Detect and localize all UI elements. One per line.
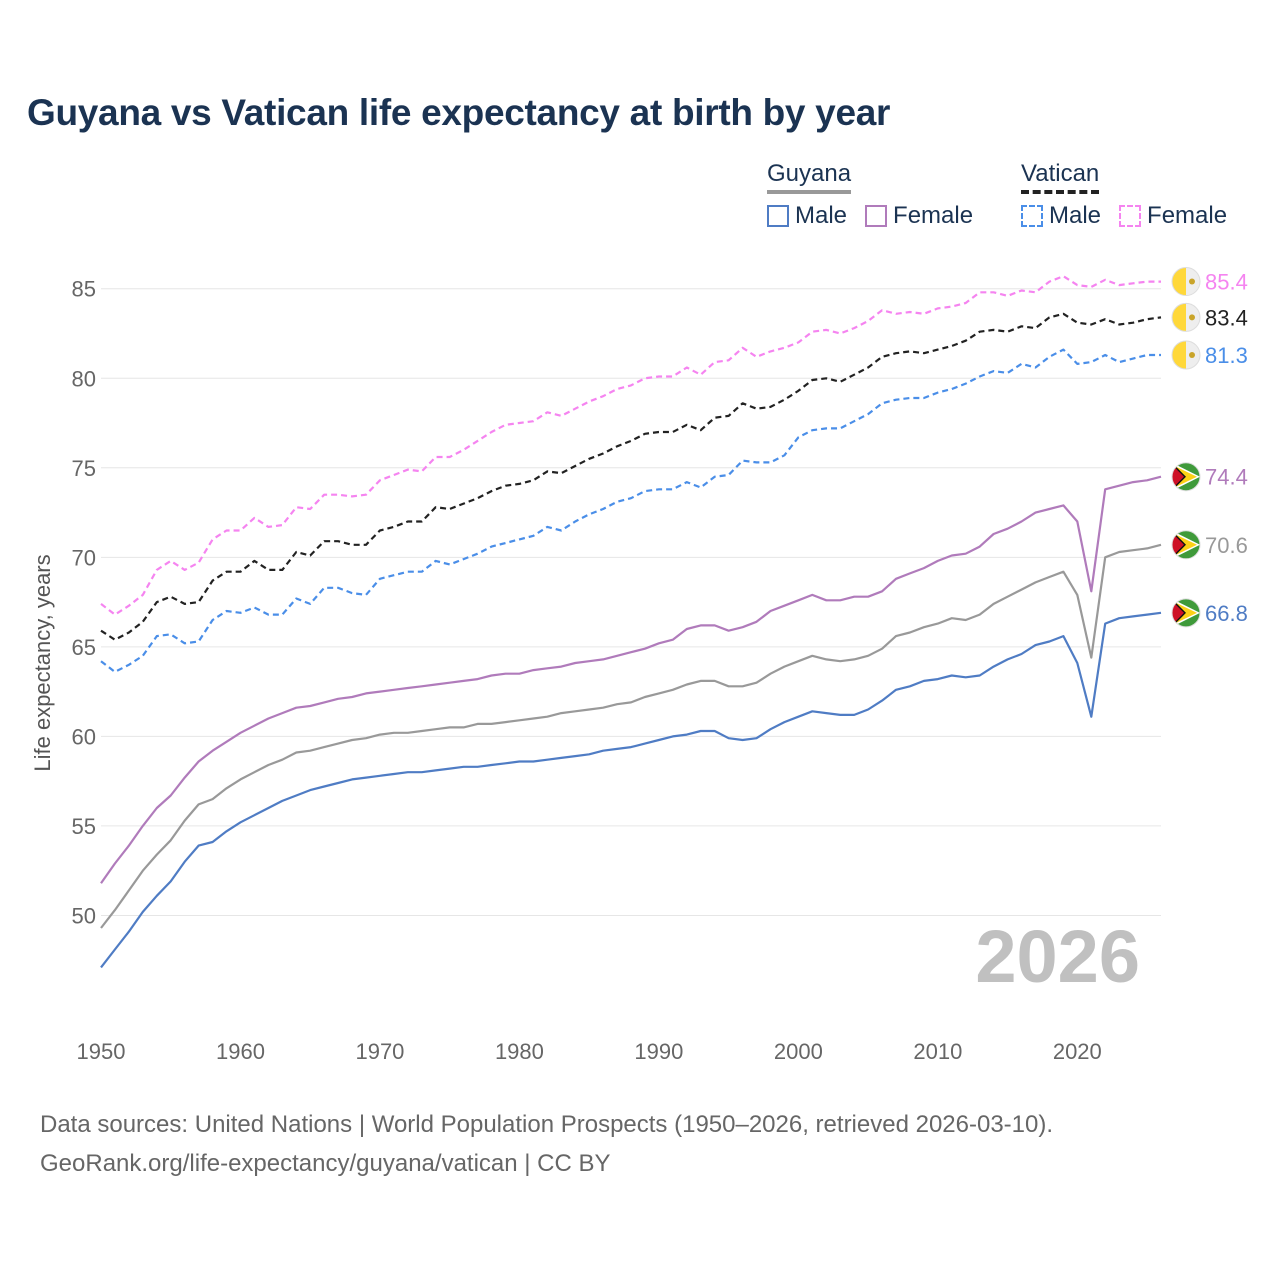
end-value-label: 81.3 [1205,343,1248,368]
legend-vatican: Vatican Male Female [1021,160,1227,230]
series-line-guyana-female[interactable] [100,475,1162,884]
legend-vatican-line [1021,190,1100,194]
legend-guyana: Guyana Male Female [767,160,991,230]
legend-guyana-line [767,190,852,194]
end-value-label: 74.4 [1205,465,1248,490]
y-tick-label: 75 [72,456,96,481]
y-tick-label: 70 [72,545,96,570]
vatican-flag-icon [1171,302,1201,332]
legend-vatican-male[interactable]: Male [1021,202,1101,230]
end-value-label: 66.8 [1205,601,1248,626]
series-line-vatican-female[interactable] [100,275,1161,616]
y-tick-label: 50 [72,903,96,928]
legend-vatican-label: Vatican [1021,160,1100,187]
y-axis-label: Life expectancy, years [30,554,55,771]
guyana-flag-icon [1171,598,1201,628]
legend-vatican-female-label: Female [1147,202,1228,229]
x-tick-label: 1950 [77,1039,126,1064]
y-tick-label: 80 [72,366,96,391]
x-tick-label: 2010 [913,1039,962,1064]
legend-vatican-female-swatch [1119,205,1142,227]
end-value-label: 70.6 [1205,533,1248,558]
legend-vatican-female[interactable]: Female [1119,202,1227,230]
x-tick-label: 1990 [634,1039,683,1064]
series-line-guyana-total[interactable] [100,543,1162,929]
legend-guyana-female[interactable]: Female [865,202,973,230]
legend-guyana-title: Guyana [767,160,852,194]
source-line-2[interactable]: GeoRank.org/life-expectancy/guyana/vatic… [40,1150,611,1177]
x-tick-label: 2020 [1053,1039,1102,1064]
legend-guyana-label: Guyana [767,160,852,187]
y-tick-label: 85 [72,277,96,302]
legend-guyana-female-label: Female [893,202,974,229]
legend-vatican-title: Vatican [1021,160,1100,194]
series-line-guyana-male[interactable] [100,611,1162,969]
legend-vatican-male-swatch [1021,205,1043,227]
legend-guyana-female-swatch [865,205,888,227]
end-value-label: 83.4 [1205,305,1248,330]
x-tick-label: 2000 [774,1039,823,1064]
legend-guyana-male-swatch [767,205,789,227]
chart-title: Guyana vs Vatican life expectancy at bir… [27,92,891,133]
series-line-vatican-total[interactable] [100,312,1162,641]
vatican-flag-icon [1171,340,1201,370]
year-watermark: 2026 [975,915,1140,998]
vatican-flag-icon [1171,267,1201,297]
x-tick-label: 1980 [495,1039,544,1064]
guyana-flag-icon [1171,462,1201,492]
legend-guyana-male-label: Male [795,202,848,229]
y-tick-label: 60 [72,724,96,749]
x-tick-label: 1970 [355,1039,404,1064]
series-line-vatican-male[interactable] [100,348,1161,673]
legend-guyana-male[interactable]: Male [767,202,847,230]
end-value-label: 85.4 [1205,270,1248,295]
y-tick-label: 65 [72,635,96,660]
legend-vatican-male-label: Male [1049,202,1102,229]
source-line-1: Data sources: United Nations | World Pop… [40,1111,1054,1138]
guyana-flag-icon [1171,530,1201,560]
source-note: Data sources: United Nations | World Pop… [40,1105,1053,1183]
y-tick-label: 55 [72,814,96,839]
x-tick-label: 1960 [216,1039,265,1064]
